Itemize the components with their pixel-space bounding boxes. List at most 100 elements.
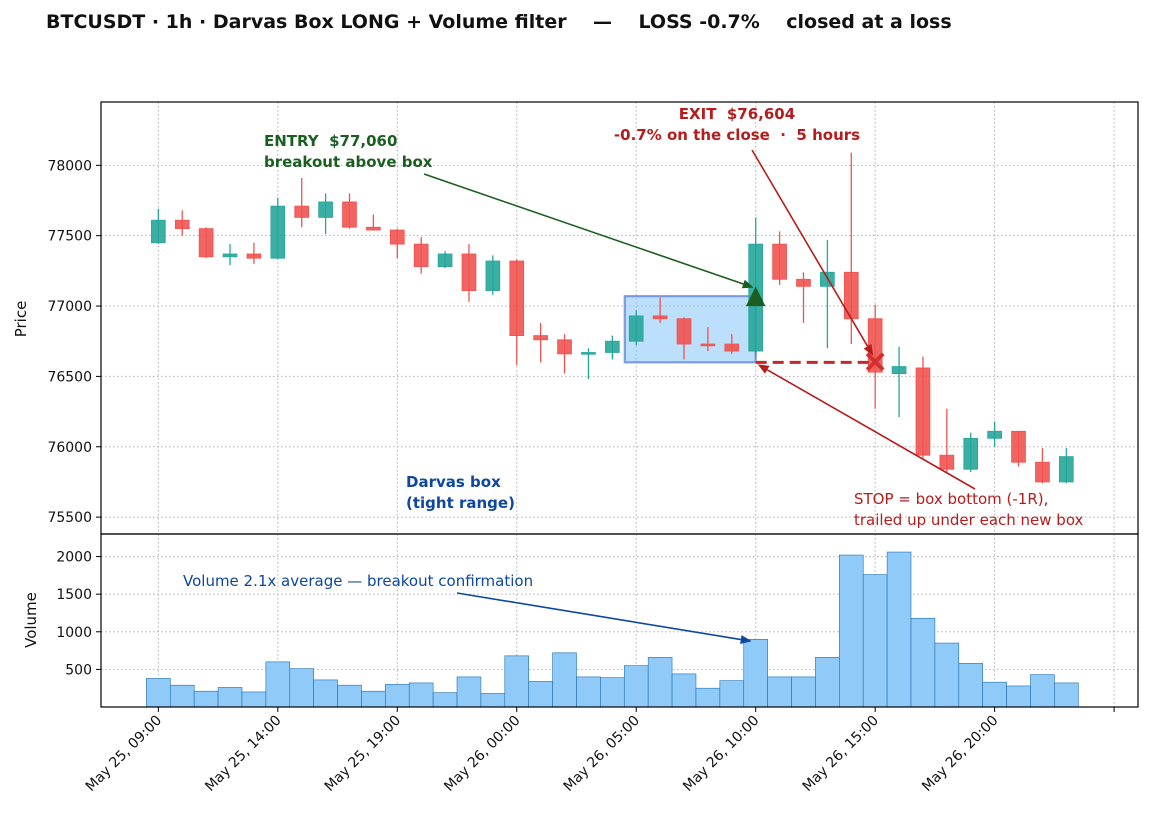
stop-label-line2: trailed up under each new box (854, 511, 1084, 529)
candle (533, 322, 548, 363)
candle (366, 214, 381, 231)
volume-bar (576, 676, 601, 708)
candle (509, 259, 525, 366)
candle (389, 228, 405, 259)
exit-label-line1: EXIT $76,604 (679, 105, 795, 123)
candle-body (366, 226, 381, 231)
volume-bar (719, 680, 745, 708)
candle-body (891, 366, 907, 374)
volume-tick-label: 500 (65, 662, 92, 678)
candle-body (796, 278, 811, 287)
price-tick-label: 76500 (47, 369, 92, 385)
volume-bar (313, 679, 338, 708)
exit-marker-stroke (865, 352, 885, 372)
exit-label-line2: -0.7% on the close · 5 hours (614, 126, 860, 144)
volume-bar (671, 673, 697, 708)
annotation-arrows (423, 149, 976, 644)
candle-body (461, 253, 477, 291)
volume-bar (361, 690, 386, 708)
stop-label-line1: STOP = box bottom (-1R), (854, 490, 1048, 508)
volume-bar (217, 687, 243, 708)
candle-body (342, 201, 357, 228)
candle (342, 193, 357, 229)
entry-arrow (423, 173, 754, 289)
candle-body (174, 219, 190, 230)
candle (605, 335, 620, 360)
volume-bar (480, 693, 506, 708)
candle (318, 193, 333, 235)
candle (461, 244, 477, 302)
volume-tick-label: 1500 (56, 587, 92, 603)
arrow-shaft (423, 173, 744, 285)
volume-annotation: Volume 2.1x average — breakout confirmat… (183, 572, 533, 590)
arrow-head (757, 364, 770, 374)
candle-body (700, 343, 716, 347)
candle (987, 421, 1002, 447)
entry-marker (745, 286, 766, 307)
x-tick-label: May 26, 00:00 (441, 713, 523, 795)
candle (174, 210, 190, 236)
candle (772, 231, 787, 285)
price-axis-label: Price (12, 301, 30, 338)
price-tick-label: 75500 (47, 510, 92, 526)
volume-bar (408, 682, 434, 708)
candle-body (389, 229, 405, 245)
volume-bar (600, 677, 625, 708)
volume-bar (528, 681, 553, 708)
entry-annotation: ENTRY $77,060 breakout above box (264, 132, 433, 171)
exit-arrow (751, 149, 874, 356)
candle (1011, 430, 1026, 467)
candle-body (628, 315, 644, 342)
x-tick-label: May 25, 09:00 (83, 713, 165, 795)
volume-bar (886, 551, 912, 708)
arrow-head (740, 635, 752, 644)
x-tick-label: May 26, 05:00 (561, 713, 643, 795)
candle (700, 327, 716, 352)
candle-body (772, 243, 787, 280)
volume-bar (839, 554, 864, 708)
volume-bar (193, 690, 219, 708)
volume-bar (169, 684, 195, 708)
volume-bar (791, 676, 816, 708)
volume-bar (815, 657, 840, 708)
candle (1035, 448, 1050, 484)
candle (557, 334, 572, 374)
entry-label-line1: ENTRY $77,060 (264, 132, 397, 150)
candle (724, 334, 740, 354)
price-tick-label: 77500 (47, 229, 92, 245)
candle-body (676, 318, 692, 345)
price-gridlines (101, 102, 1138, 534)
candle-body (963, 437, 979, 470)
candle-body (246, 253, 262, 259)
candle-body (413, 243, 429, 268)
candle-body (437, 253, 453, 268)
volume-axis-label: Volume (22, 592, 40, 648)
volume-arrow (456, 592, 752, 644)
candle-body (151, 219, 166, 244)
candle-body (652, 315, 668, 320)
candle (246, 242, 262, 264)
candle-body (915, 367, 931, 456)
candle-body (222, 253, 238, 258)
volume-bar (337, 684, 362, 708)
volume-tick-label: 1000 (56, 625, 92, 641)
volume-bar (623, 665, 649, 708)
volume-bar (862, 574, 888, 708)
candle (963, 432, 979, 473)
candle (485, 255, 501, 295)
volume-bar (743, 639, 768, 708)
candle-body (1058, 456, 1074, 483)
candle-body (987, 430, 1002, 439)
x-tick-label: May 26, 10:00 (680, 713, 762, 795)
volume-bar (910, 617, 936, 708)
arrow-head (741, 279, 754, 289)
candle (891, 346, 907, 418)
volume-bar (265, 661, 291, 708)
trade-markers (745, 286, 885, 372)
stop-arrow (757, 364, 976, 490)
panel-frames (100, 101, 1139, 708)
entry-label-line2: breakout above box (264, 153, 433, 171)
chart-title: BTCUSDT · 1h · Darvas Box LONG + Volume … (46, 11, 952, 33)
volume-bar (1006, 685, 1031, 708)
